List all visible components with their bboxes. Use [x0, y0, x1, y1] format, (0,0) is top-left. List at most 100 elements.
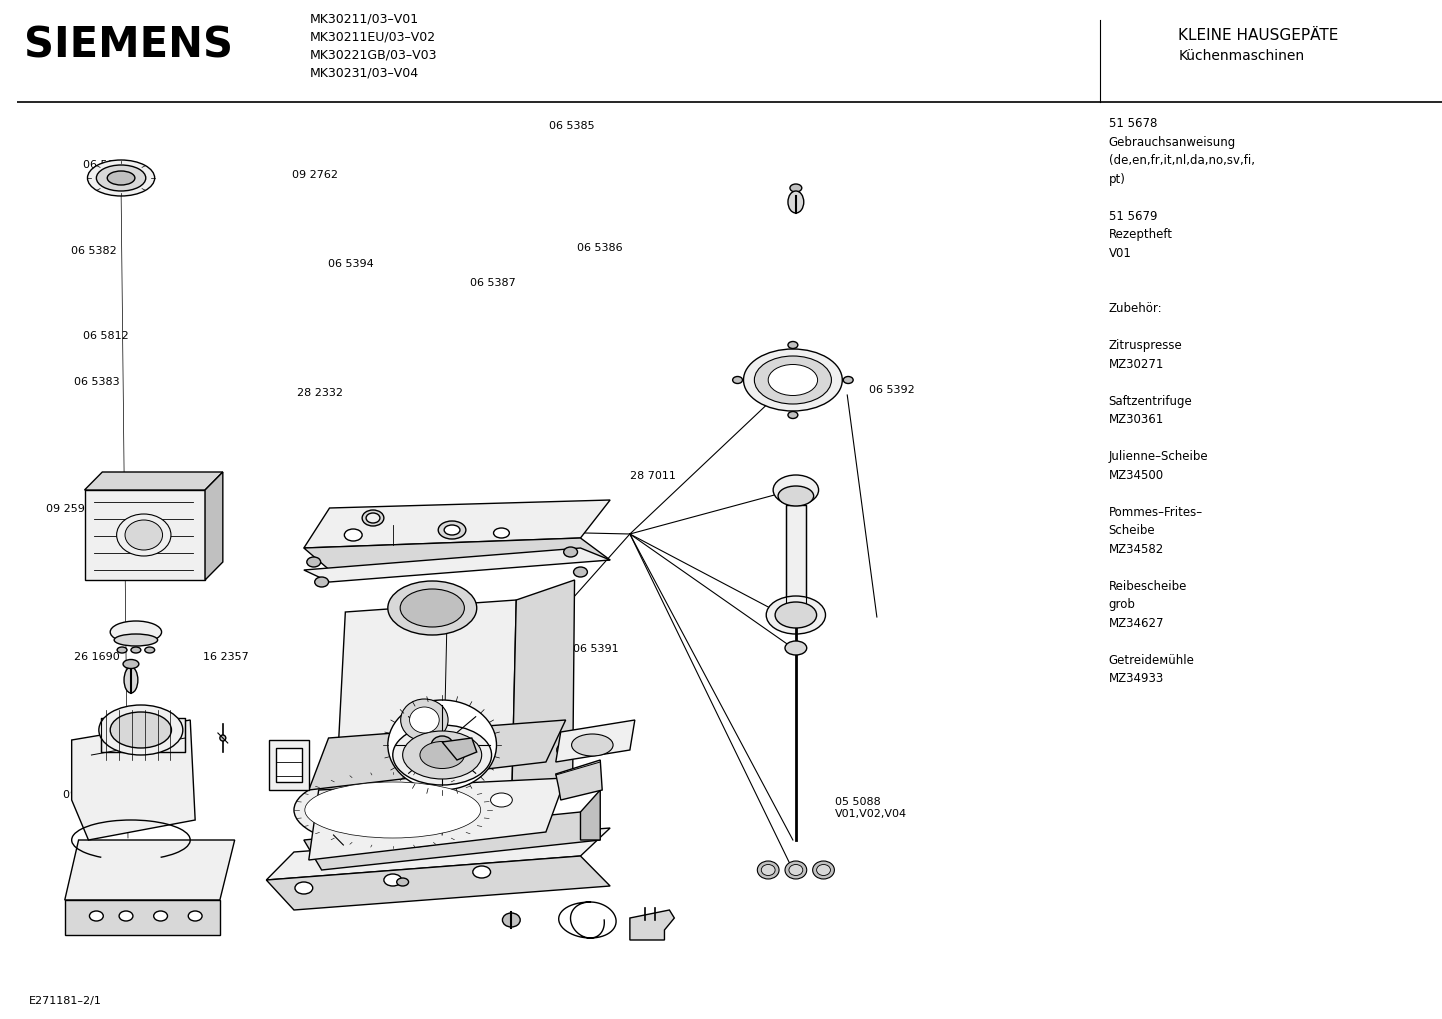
Polygon shape — [277, 748, 301, 782]
Ellipse shape — [401, 699, 448, 741]
Polygon shape — [85, 472, 224, 490]
Text: Küchenmaschinen: Küchenmaschinen — [1178, 49, 1305, 63]
Ellipse shape — [420, 742, 464, 768]
Text: E271181–2/1: E271181–2/1 — [29, 996, 101, 1006]
Ellipse shape — [392, 725, 492, 785]
Text: 28 7012: 28 7012 — [327, 795, 373, 805]
Polygon shape — [267, 828, 610, 880]
Text: 05 5088
V01,V02,V04: 05 5088 V01,V02,V04 — [835, 797, 907, 819]
Ellipse shape — [362, 510, 384, 526]
Ellipse shape — [124, 667, 138, 693]
Text: 06 5387: 06 5387 — [470, 278, 516, 288]
Text: 06 5812: 06 5812 — [82, 331, 128, 341]
Polygon shape — [304, 812, 600, 870]
Ellipse shape — [388, 700, 496, 790]
Ellipse shape — [744, 348, 842, 411]
Polygon shape — [304, 500, 610, 548]
Ellipse shape — [397, 878, 408, 886]
Ellipse shape — [402, 731, 482, 779]
Text: 26 1690: 26 1690 — [75, 652, 120, 662]
Ellipse shape — [787, 412, 797, 419]
Ellipse shape — [787, 191, 803, 213]
Ellipse shape — [304, 782, 480, 838]
Polygon shape — [65, 840, 235, 900]
Polygon shape — [270, 740, 309, 790]
Ellipse shape — [189, 911, 202, 921]
Text: 06 5383: 06 5383 — [75, 377, 120, 387]
Polygon shape — [309, 777, 565, 860]
Polygon shape — [512, 580, 574, 818]
Polygon shape — [555, 760, 603, 800]
Text: 28 2332: 28 2332 — [297, 388, 343, 398]
Ellipse shape — [769, 365, 818, 395]
Polygon shape — [309, 720, 565, 790]
Ellipse shape — [131, 647, 141, 653]
Ellipse shape — [761, 864, 776, 875]
Text: 06 5386: 06 5386 — [577, 243, 623, 253]
Ellipse shape — [733, 376, 743, 383]
Ellipse shape — [144, 647, 154, 653]
Ellipse shape — [89, 911, 104, 921]
Ellipse shape — [571, 734, 613, 756]
Polygon shape — [304, 538, 610, 570]
Ellipse shape — [787, 341, 797, 348]
Polygon shape — [304, 548, 610, 582]
Ellipse shape — [125, 520, 163, 550]
Text: 06 5385: 06 5385 — [549, 121, 594, 131]
Polygon shape — [786, 505, 806, 610]
Ellipse shape — [564, 547, 577, 557]
Ellipse shape — [99, 705, 183, 755]
Ellipse shape — [110, 712, 172, 748]
Ellipse shape — [790, 184, 802, 192]
Ellipse shape — [754, 356, 832, 404]
Ellipse shape — [401, 589, 464, 627]
Text: 06 5394: 06 5394 — [327, 259, 373, 269]
Text: 06 5392: 06 5392 — [870, 385, 916, 395]
Text: 09 2762: 09 2762 — [293, 170, 339, 180]
Polygon shape — [630, 910, 675, 940]
Ellipse shape — [384, 874, 402, 886]
Ellipse shape — [789, 864, 803, 875]
Text: 28 7011: 28 7011 — [630, 471, 676, 481]
Polygon shape — [205, 472, 224, 580]
Ellipse shape — [493, 528, 509, 538]
Ellipse shape — [117, 647, 127, 653]
Text: 09 2598: 09 2598 — [63, 790, 110, 800]
Text: 51 5678
Gebrauchsanweisung
(de,en,fr,it,nl,da,no,sv,fi,
pt)

51 5679
Rezeptheft
: 51 5678 Gebrauchsanweisung (de,en,fr,it,… — [1109, 117, 1255, 685]
Ellipse shape — [773, 475, 819, 505]
Ellipse shape — [307, 557, 320, 567]
Text: 16 2357: 16 2357 — [202, 652, 248, 662]
Ellipse shape — [816, 864, 831, 875]
Polygon shape — [443, 738, 477, 760]
Ellipse shape — [444, 525, 460, 535]
Ellipse shape — [779, 486, 813, 506]
Text: 09 2597: 09 2597 — [46, 504, 92, 515]
Polygon shape — [72, 720, 195, 840]
Polygon shape — [267, 856, 610, 910]
Ellipse shape — [154, 911, 167, 921]
Text: 06 5382: 06 5382 — [72, 246, 117, 256]
Text: SIEMENS: SIEMENS — [25, 24, 234, 67]
Ellipse shape — [388, 581, 477, 635]
Ellipse shape — [784, 861, 806, 879]
Ellipse shape — [97, 165, 146, 191]
Ellipse shape — [784, 641, 806, 655]
Ellipse shape — [366, 513, 379, 523]
Ellipse shape — [114, 634, 157, 646]
Ellipse shape — [314, 577, 329, 587]
Ellipse shape — [502, 913, 521, 927]
Text: 06 5391: 06 5391 — [572, 644, 619, 654]
Ellipse shape — [219, 735, 226, 741]
Polygon shape — [333, 600, 516, 840]
Text: MK30211/03–V01
MK30211EU/03–V02
MK30221GB/03–V03
MK30231/03–V04: MK30211/03–V01 MK30211EU/03–V02 MK30221G… — [310, 12, 437, 79]
Text: 06 5968: 06 5968 — [82, 160, 128, 170]
Text: 06 5393: 06 5393 — [555, 827, 601, 838]
Ellipse shape — [110, 621, 162, 643]
Ellipse shape — [844, 376, 854, 383]
Ellipse shape — [117, 514, 172, 556]
Ellipse shape — [120, 911, 133, 921]
Polygon shape — [581, 790, 600, 840]
Ellipse shape — [438, 521, 466, 539]
Ellipse shape — [490, 793, 512, 807]
Ellipse shape — [574, 567, 587, 577]
